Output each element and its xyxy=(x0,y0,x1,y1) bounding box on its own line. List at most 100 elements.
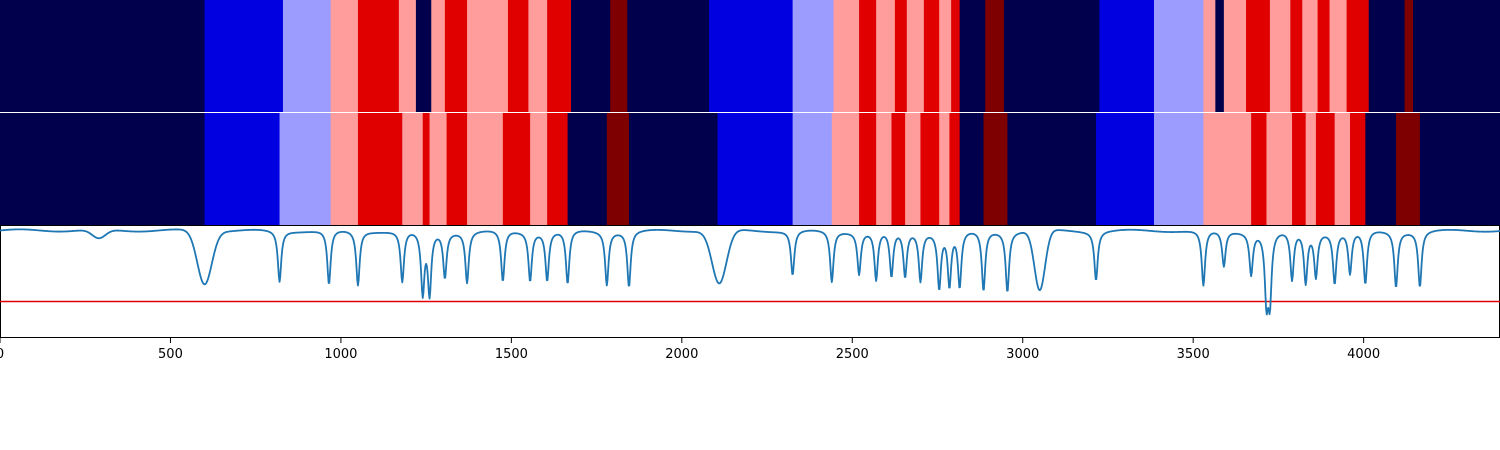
heatmap-top-cell xyxy=(528,0,548,112)
heatmap-top-cell xyxy=(959,0,986,112)
heatmap-top-cell xyxy=(0,0,206,112)
heatmap-top-cell xyxy=(547,0,572,112)
heatmap-bottom-cell xyxy=(876,113,893,225)
heatmap-top-cell xyxy=(467,0,509,112)
heatmap-top-cell xyxy=(859,0,877,112)
heatmap-bottom-cell xyxy=(422,113,431,225)
heatmap-bottom-cell xyxy=(204,113,281,225)
heatmap-bottom-cell xyxy=(1315,113,1336,225)
heatmap-top-cell xyxy=(1346,0,1370,112)
heatmap-top-cell xyxy=(876,0,896,112)
heatmap-top-cell xyxy=(1413,0,1500,112)
heatmap-bottom-cell xyxy=(429,113,448,225)
heatmap-bottom-cell xyxy=(1266,113,1271,225)
heatmap-bottom-cell xyxy=(1269,113,1293,225)
heatmap-top-cell xyxy=(792,0,835,112)
x-tick-label: 500 xyxy=(158,347,183,362)
heatmap-top-cell xyxy=(1203,0,1216,112)
heatmap-bottom-cell xyxy=(446,113,468,225)
heatmap-top xyxy=(0,0,1500,112)
heatmap-top-cell xyxy=(415,0,432,112)
heatmap-top-cell xyxy=(1290,0,1303,112)
heatmap-top-cell xyxy=(923,0,940,112)
heatmap-bottom-cell xyxy=(831,113,860,225)
x-axis: 0 500 1000 1500 2000 2500 3000 3500 4000 xyxy=(0,338,1380,362)
x-tick-label: 4000 xyxy=(1347,347,1380,362)
heatmap-top-cell xyxy=(1003,0,1101,112)
x-tick-label: 1500 xyxy=(495,347,528,362)
heatmap-top-cell xyxy=(282,0,332,112)
heatmap-top-cell xyxy=(1246,0,1271,112)
heatmap-top-cell xyxy=(709,0,794,112)
heatmap-top-cell xyxy=(951,0,961,112)
heatmap-bottom-cell xyxy=(402,113,424,225)
heatmap-bottom-cell xyxy=(1396,113,1421,225)
heatmap-bottom-cell xyxy=(628,113,719,225)
x-tick-label: 2000 xyxy=(665,347,698,362)
heatmap-bottom-cell xyxy=(279,113,332,225)
heatmap-bottom-cell xyxy=(502,113,531,225)
heatmap-bottom-cell xyxy=(1251,113,1268,225)
heatmap-bottom-cell xyxy=(567,113,608,225)
heatmap-bottom-cell xyxy=(547,113,569,225)
x-tick-label: 3000 xyxy=(1006,347,1039,362)
heatmap-bottom-cell xyxy=(939,113,951,225)
heatmap-top-cell xyxy=(1368,0,1406,112)
heatmap-bottom-cell xyxy=(949,113,961,225)
heatmap-top-cell xyxy=(1099,0,1155,112)
heatmap-bottom-cell xyxy=(792,113,833,225)
heatmap-bottom-cell xyxy=(959,113,985,225)
x-tick-label: 0 xyxy=(0,347,4,362)
x-tick-label: 1000 xyxy=(324,347,357,362)
x-tick-label: 2500 xyxy=(836,347,869,362)
heatmap-bottom-cell xyxy=(1419,113,1500,225)
heatmap-bottom-cell xyxy=(530,113,548,225)
heatmap-bottom-cell xyxy=(467,113,504,225)
heatmap-top-cell xyxy=(1223,0,1247,112)
heatmap-bottom xyxy=(0,113,1500,225)
line-plot xyxy=(0,225,1500,338)
heatmap-bottom-cell xyxy=(1203,113,1252,225)
heatmap-top-cell xyxy=(431,0,446,112)
heatmap-bottom-cell xyxy=(891,113,906,225)
heatmap-bottom-cell xyxy=(0,113,206,225)
heatmap-bottom-cell xyxy=(1350,113,1366,225)
heatmap-bottom-cell xyxy=(717,113,794,225)
heatmap-top-cell xyxy=(1317,0,1331,112)
heatmap-bottom-cell xyxy=(1305,113,1317,225)
heatmap-top-cell xyxy=(398,0,417,112)
heatmap-bottom-cell xyxy=(859,113,877,225)
heatmap-bottom-cell xyxy=(1153,113,1205,225)
heatmap-top-cell xyxy=(833,0,860,112)
heatmap-top-cell xyxy=(894,0,908,112)
heatmap-bottom-cell xyxy=(920,113,940,225)
x-tick-label: 3500 xyxy=(1177,347,1210,362)
heatmap-top-cell xyxy=(507,0,530,112)
heatmap-bottom-cell xyxy=(1292,113,1307,225)
heatmap-bottom-cell xyxy=(1096,113,1155,225)
heatmap-top-cell xyxy=(1329,0,1348,112)
heatmap-top-cell xyxy=(204,0,284,112)
heatmap-bottom-cell xyxy=(357,113,403,225)
heatmap-top-cell xyxy=(610,0,628,112)
line-plot-frame xyxy=(0,225,1500,338)
heatmap-bottom-cell xyxy=(1365,113,1397,225)
heatmap-top-cell xyxy=(357,0,400,112)
heatmap-top-cell xyxy=(330,0,359,112)
heatmap-bottom-cell xyxy=(606,113,630,225)
signal-line xyxy=(0,228,1500,316)
heatmap-bottom-cell xyxy=(905,113,922,225)
heatmap-bottom-cell xyxy=(983,113,1008,225)
heatmap-bottom-cell xyxy=(1007,113,1097,225)
heatmap-bottom-cell xyxy=(330,113,359,225)
heatmap-top-cell xyxy=(1269,0,1291,112)
heatmap-top-cell xyxy=(1215,0,1225,112)
heatmap-top-cell xyxy=(1404,0,1414,112)
heatmap-top-cell xyxy=(571,0,611,112)
heatmap-top-cell xyxy=(939,0,952,112)
heatmap-top-cell xyxy=(444,0,468,112)
heatmap-top-cell xyxy=(1153,0,1205,112)
heatmap-top-cell xyxy=(1302,0,1319,112)
heatmap-top-cell xyxy=(627,0,710,112)
